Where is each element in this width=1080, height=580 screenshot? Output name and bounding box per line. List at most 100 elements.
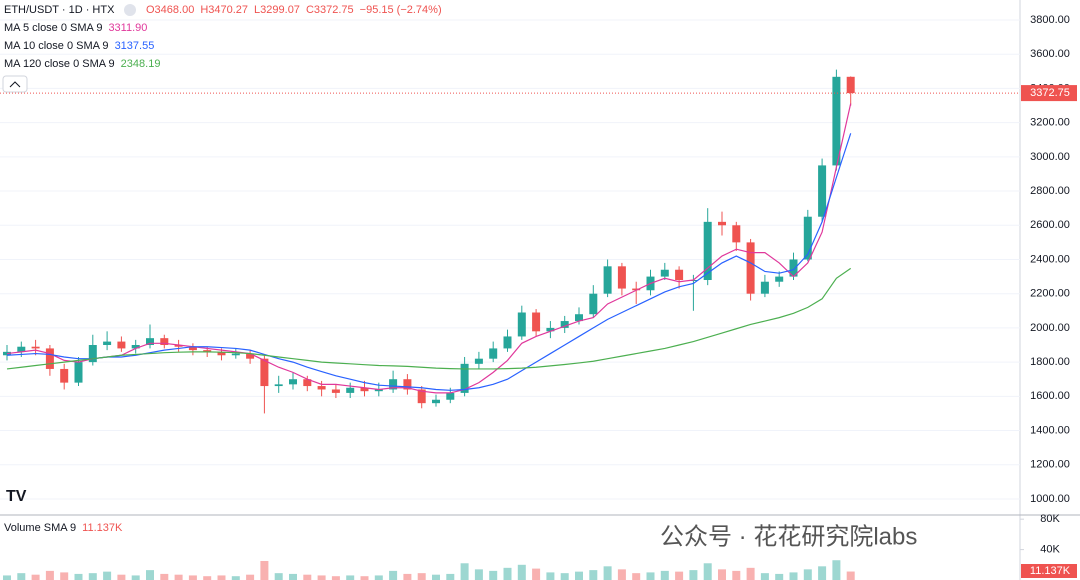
y-tick-label: 2600.00 xyxy=(1030,219,1070,231)
volume-bar xyxy=(632,573,641,580)
volume-bar xyxy=(846,571,855,580)
candle-body xyxy=(603,266,612,294)
candle-body xyxy=(546,327,555,332)
volume-bar xyxy=(60,572,69,580)
volume-bar xyxy=(446,573,455,580)
volume-bar xyxy=(718,569,726,580)
candle-body xyxy=(489,348,498,359)
y-tick-label: 2400.00 xyxy=(1030,253,1070,265)
volume-bar xyxy=(689,570,698,580)
volume-bar xyxy=(460,563,469,580)
candle-body xyxy=(389,379,398,390)
volume-bar xyxy=(389,570,398,580)
candle-body xyxy=(303,379,312,387)
candle-body xyxy=(188,346,197,351)
candle-body xyxy=(103,341,112,346)
ohlc-label: −95.15 (−2.74%) xyxy=(360,4,442,16)
volume-bar xyxy=(532,568,541,580)
y-tick-label: 1800.00 xyxy=(1030,356,1070,368)
volume-bar xyxy=(803,569,812,580)
volume-bar xyxy=(775,573,784,580)
candle-body xyxy=(818,165,827,217)
candle-body xyxy=(74,362,83,383)
y-tick-label: 1200.00 xyxy=(1030,459,1070,471)
volume-bar xyxy=(660,570,669,580)
ma-line xyxy=(6,103,852,394)
volume-bar xyxy=(560,573,569,580)
volume-bar xyxy=(746,567,755,580)
volume-bar xyxy=(31,574,40,580)
candle-body xyxy=(417,389,426,404)
volume-bar xyxy=(760,573,769,580)
volume-bar xyxy=(603,566,612,580)
ohlc-label: H3470.27 xyxy=(200,4,248,16)
volume-bar xyxy=(346,575,355,580)
volume-bar xyxy=(374,575,383,580)
volume-bar xyxy=(432,574,440,580)
volume-bar xyxy=(289,573,297,580)
tv-logo: TV xyxy=(6,488,27,505)
candle-body xyxy=(832,76,841,166)
symbol-title: ETH/USDT · 1D · HTX xyxy=(4,4,115,16)
candle-body xyxy=(217,351,226,356)
candle-body xyxy=(846,76,855,94)
volume-bar xyxy=(45,570,54,580)
candle-body xyxy=(560,321,569,328)
y-tick-label: 3000.00 xyxy=(1030,151,1070,163)
volume-bar xyxy=(503,567,512,580)
candle-body xyxy=(803,216,812,260)
candle-body xyxy=(374,389,383,392)
y-tick-label: 2800.00 xyxy=(1030,185,1070,197)
volume-bar xyxy=(675,571,684,580)
y-tick-label: 2200.00 xyxy=(1030,288,1070,300)
volume-bar xyxy=(403,573,412,580)
volume-bar xyxy=(3,575,11,580)
ma-line xyxy=(6,267,852,370)
volume-bar xyxy=(818,566,827,580)
legend-name: MA 5 close 0 SMA 9 xyxy=(4,22,102,34)
volume-tag xyxy=(1021,564,1077,578)
volume-bar xyxy=(489,570,498,580)
candle-body xyxy=(45,348,54,369)
candle-body xyxy=(675,269,684,281)
ohlc-label: O3468.00 xyxy=(146,4,194,16)
candle-body xyxy=(117,341,126,349)
volume-bar xyxy=(646,572,655,580)
candle-body xyxy=(317,386,326,390)
y-tick-label: 3800.00 xyxy=(1030,14,1070,26)
candle-body xyxy=(60,368,69,383)
volume-bar xyxy=(317,575,326,580)
volume-tag-label: 11.137K xyxy=(1030,565,1071,577)
candle-body xyxy=(718,221,726,226)
volume-bar xyxy=(17,573,26,580)
candle-body xyxy=(517,312,526,337)
ohlc-label: C3372.75 xyxy=(306,4,354,16)
volume-bar xyxy=(274,573,283,580)
volume-bar xyxy=(246,574,255,580)
volume-bar xyxy=(589,570,598,580)
candle-body xyxy=(360,387,369,392)
candle-body xyxy=(532,312,541,332)
volume-bar xyxy=(188,575,197,580)
volume-bar xyxy=(74,573,83,580)
candle-body xyxy=(231,353,240,356)
candle-body xyxy=(131,345,140,349)
candle-body xyxy=(746,242,755,294)
watermark: 公众号 · 花花研究院labs xyxy=(660,523,917,550)
candle-body xyxy=(160,338,169,346)
candle-body xyxy=(460,363,469,393)
volume-bar xyxy=(732,570,741,580)
volume-bar xyxy=(146,570,154,580)
collapse-button[interactable] xyxy=(2,75,28,93)
candle-body xyxy=(146,338,154,346)
candle-body xyxy=(246,353,255,359)
candle-body xyxy=(575,314,583,322)
candle-body xyxy=(403,379,412,390)
candle-body xyxy=(432,399,440,404)
volume-bar xyxy=(117,574,126,580)
volume-bar xyxy=(331,576,340,580)
volume-bar xyxy=(174,574,183,580)
volume-bar xyxy=(474,569,483,580)
candle-body xyxy=(703,221,712,281)
